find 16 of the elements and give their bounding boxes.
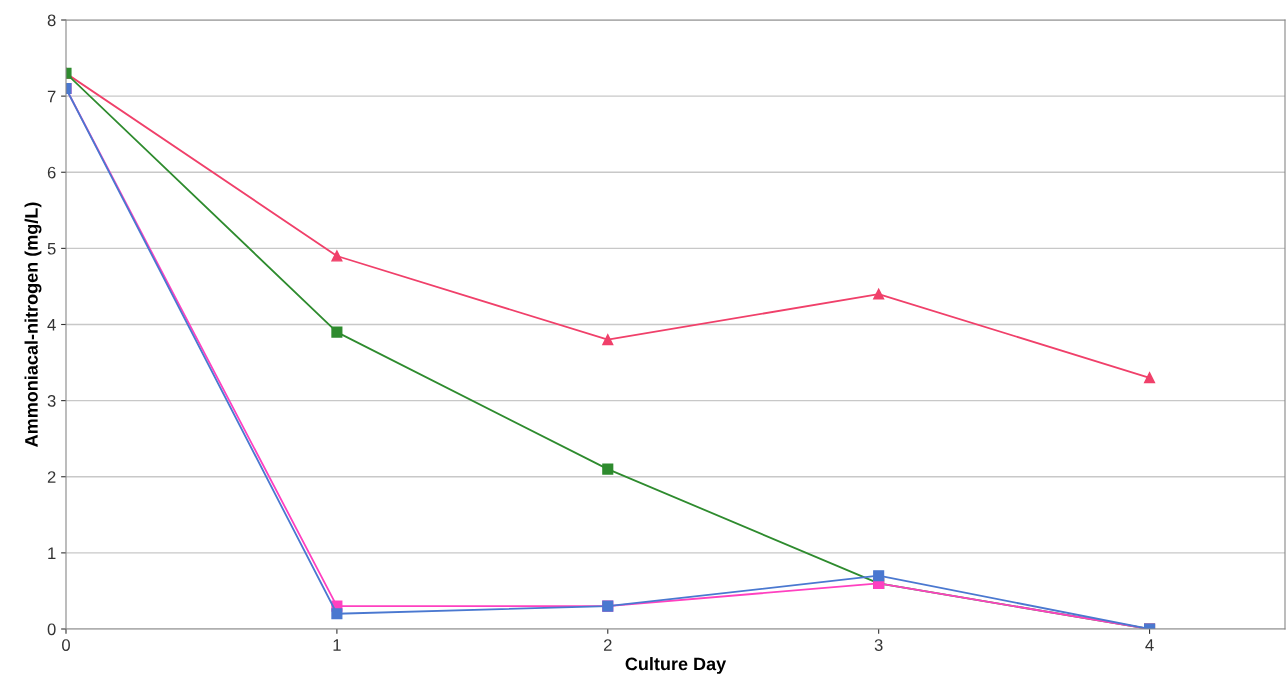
x-tick-label: 2 <box>603 639 612 651</box>
y-tick-label: 8 <box>47 14 56 27</box>
x-axis-title: Culture Day <box>625 657 727 674</box>
y-tick-label: 1 <box>48 547 56 559</box>
x-tick-label: 4 <box>1145 639 1154 651</box>
y-tick-label: 5 <box>47 242 56 255</box>
y-tick-label: 3 <box>47 395 56 407</box>
y-tick-label: 6 <box>47 166 56 179</box>
y-tick-label: 0 <box>47 623 56 636</box>
x-tick-label: 0 <box>62 639 70 651</box>
x-tick-label: 1 <box>333 639 341 651</box>
y-tick-label: 4 <box>47 319 56 331</box>
y-tick-label: 2 <box>47 471 56 483</box>
y-tick-label: 7 <box>47 90 56 103</box>
y-axis-title: Ammoniacal-nitrogen (mg/L) <box>24 202 42 447</box>
x-tick-label: 3 <box>874 639 883 651</box>
